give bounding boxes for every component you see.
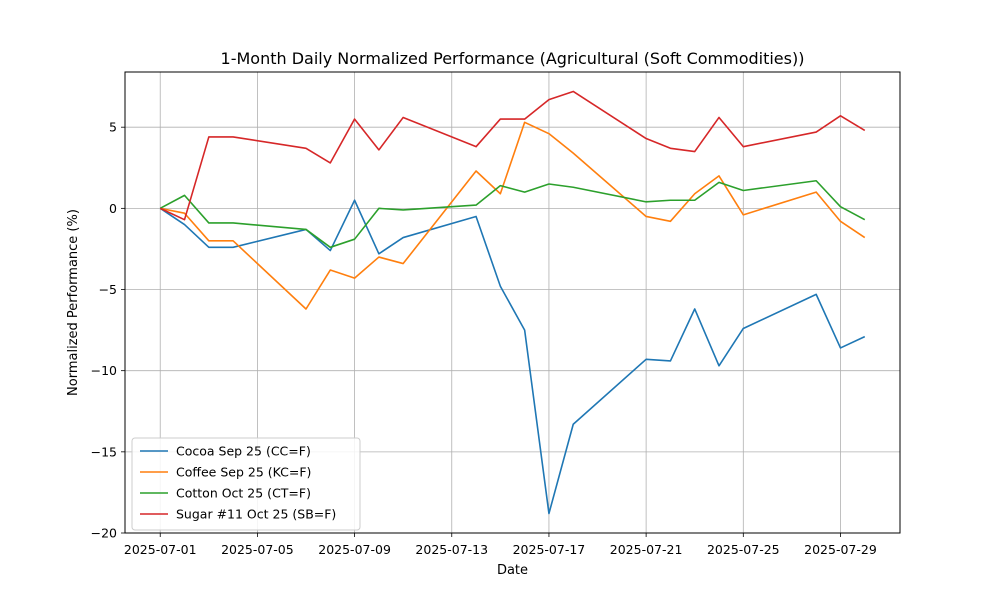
y-tick-label: −20 [91,526,117,541]
series-line-4 [159,90,866,221]
chart-title: 1-Month Daily Normalized Performance (Ag… [221,49,805,68]
x-tick-label: 2025-07-05 [221,542,294,557]
legend-label: Cocoa Sep 25 (CC=F) [176,444,311,459]
legend-box [131,437,361,531]
series-lines [159,90,866,515]
legend-label: Cotton Oct 25 (CT=F) [176,486,311,501]
series-line-2 [160,121,866,310]
y-tick-label: 5 [109,120,117,135]
x-tick-label: 2025-07-01 [124,542,197,557]
x-tick-label: 2025-07-09 [318,542,391,557]
axis-ticks: 2025-07-01 2025-07-05 2025-07-09 2025-07-13… [91,120,877,557]
legend-label: Sugar #11 Oct 25 (SB=F) [176,507,336,522]
y-tick-label: 0 [109,201,117,216]
x-tick-label: 2025-07-17 [513,542,586,557]
series-line-1 [159,199,866,515]
plot-frame [124,71,901,534]
y-axis-title: Normalized Performance (%) [66,209,81,396]
legend-label: Coffee Sep 25 (KC=F) [176,465,311,480]
legend: Cocoa Sep 25 (CC=F) Coffee Sep 25 (KC=F) C… [131,437,361,531]
y-tick-label: −10 [91,363,117,378]
x-tick-label: 2025-07-29 [804,542,877,557]
x-tick-label: 2025-07-21 [610,542,683,557]
y-tick-label: −5 [99,282,117,297]
series-line-3 [159,179,866,249]
y-tick-label: −15 [91,444,117,459]
x-axis-title: Date [497,563,528,578]
x-tick-label: 2025-07-13 [415,542,488,557]
x-tick-label: 2025-07-25 [707,542,780,557]
